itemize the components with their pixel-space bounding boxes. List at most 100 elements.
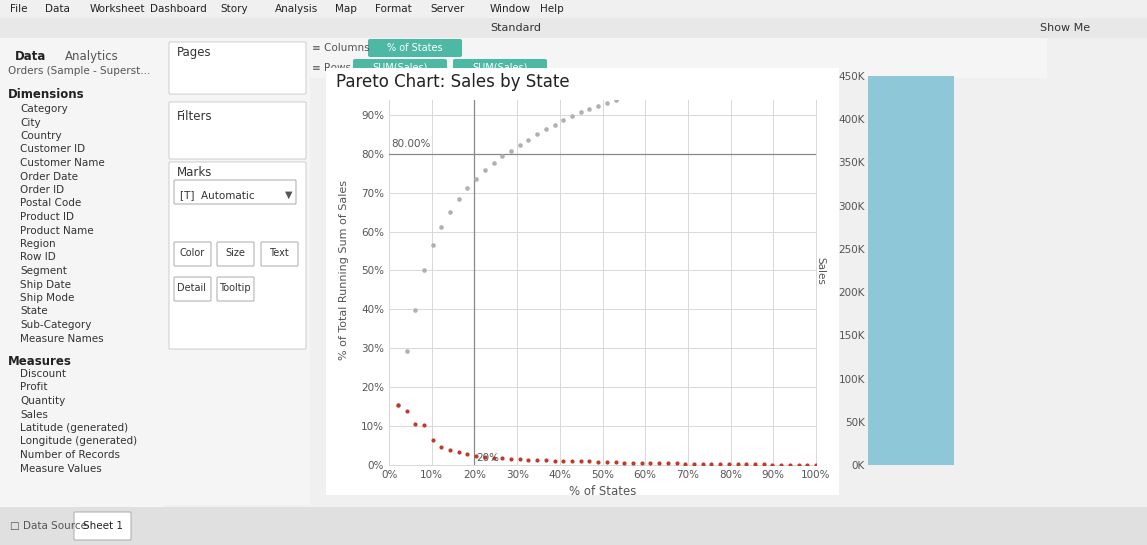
Text: Customer Name: Customer Name xyxy=(19,158,104,168)
Text: ▼: ▼ xyxy=(284,190,292,200)
Text: Country: Country xyxy=(19,131,62,141)
Point xyxy=(423,435,442,444)
Point xyxy=(668,82,686,91)
Text: Orders (Sample - Superst...: Orders (Sample - Superst... xyxy=(8,66,150,76)
Point xyxy=(789,72,807,81)
FancyBboxPatch shape xyxy=(453,59,547,77)
FancyBboxPatch shape xyxy=(169,102,306,159)
Text: Text: Text xyxy=(270,248,289,258)
Point xyxy=(459,449,477,458)
Text: SUM(Sales): SUM(Sales) xyxy=(473,63,528,73)
Text: Server: Server xyxy=(430,4,465,14)
Point xyxy=(389,401,407,410)
Text: File: File xyxy=(10,4,28,14)
Point xyxy=(702,77,720,86)
Point xyxy=(658,84,677,93)
Point xyxy=(467,174,485,183)
Text: Sheet 1: Sheet 1 xyxy=(83,521,123,531)
Point xyxy=(440,208,459,216)
Text: Tooltip: Tooltip xyxy=(219,283,251,293)
Point xyxy=(624,90,642,99)
Point xyxy=(772,461,790,469)
Point xyxy=(571,108,590,117)
FancyBboxPatch shape xyxy=(169,162,306,349)
Text: Product ID: Product ID xyxy=(19,212,75,222)
Point xyxy=(658,459,677,468)
Text: Map: Map xyxy=(335,4,357,14)
FancyBboxPatch shape xyxy=(217,242,253,266)
Text: Product Name: Product Name xyxy=(19,226,94,235)
Point xyxy=(668,459,686,468)
Text: □ Data Source: □ Data Source xyxy=(10,521,87,531)
Point xyxy=(459,183,477,192)
Point xyxy=(510,141,529,149)
Point xyxy=(798,71,817,80)
Point xyxy=(397,407,415,415)
Point xyxy=(781,72,799,81)
Point xyxy=(580,105,599,113)
Point xyxy=(711,460,729,469)
Point xyxy=(685,459,703,468)
Point xyxy=(520,135,538,144)
Text: Worksheet: Worksheet xyxy=(89,4,146,14)
Point xyxy=(598,98,616,107)
Point xyxy=(423,240,442,249)
Point xyxy=(624,458,642,467)
Point xyxy=(406,420,424,428)
Text: Analytics: Analytics xyxy=(65,50,119,63)
Text: Sales: Sales xyxy=(816,257,826,284)
Text: Filters: Filters xyxy=(177,110,212,123)
Point xyxy=(615,93,633,102)
Point xyxy=(641,459,660,468)
Text: Latitude (generated): Latitude (generated) xyxy=(19,423,128,433)
Point xyxy=(711,77,729,86)
Text: Sales: Sales xyxy=(19,409,48,420)
Point xyxy=(738,460,756,469)
Text: ≡ Columns: ≡ Columns xyxy=(312,43,369,53)
Text: % of States: % of States xyxy=(388,43,443,53)
Text: Format: Format xyxy=(375,4,412,14)
Text: Analysis: Analysis xyxy=(275,4,318,14)
Point xyxy=(432,222,451,231)
Point xyxy=(633,459,651,468)
Point xyxy=(650,459,669,468)
FancyBboxPatch shape xyxy=(169,42,306,94)
Point xyxy=(755,460,773,469)
Point xyxy=(450,448,468,457)
Text: SUM(Sales): SUM(Sales) xyxy=(373,63,428,73)
Text: Size: Size xyxy=(225,248,245,258)
Point xyxy=(415,265,434,274)
Point xyxy=(467,452,485,461)
Text: Number of Records: Number of Records xyxy=(19,450,120,460)
Text: 20%: 20% xyxy=(476,453,499,463)
Text: Sub-Category: Sub-Category xyxy=(19,320,92,330)
Point xyxy=(590,101,608,110)
Text: ≡ Rows: ≡ Rows xyxy=(312,63,351,73)
Text: Quantity: Quantity xyxy=(19,396,65,406)
Text: Measure Values: Measure Values xyxy=(19,463,102,474)
Text: Show Me: Show Me xyxy=(1040,23,1090,33)
X-axis label: % of States: % of States xyxy=(569,486,637,499)
Point xyxy=(755,73,773,82)
Point xyxy=(728,75,747,84)
Point xyxy=(554,457,572,465)
FancyBboxPatch shape xyxy=(353,59,447,77)
Point xyxy=(694,78,712,87)
Text: Window: Window xyxy=(490,4,531,14)
FancyBboxPatch shape xyxy=(368,39,462,57)
Point xyxy=(580,457,599,465)
Point xyxy=(493,152,512,161)
Point xyxy=(406,306,424,314)
Point xyxy=(738,74,756,83)
Point xyxy=(633,89,651,98)
Point xyxy=(650,86,669,94)
Point xyxy=(607,95,625,104)
Point xyxy=(476,166,494,175)
Point xyxy=(798,461,817,469)
Point xyxy=(502,146,521,155)
Point xyxy=(719,76,738,84)
Point xyxy=(510,455,529,464)
Point xyxy=(546,456,564,465)
Point xyxy=(440,446,459,455)
Text: State: State xyxy=(19,306,48,317)
